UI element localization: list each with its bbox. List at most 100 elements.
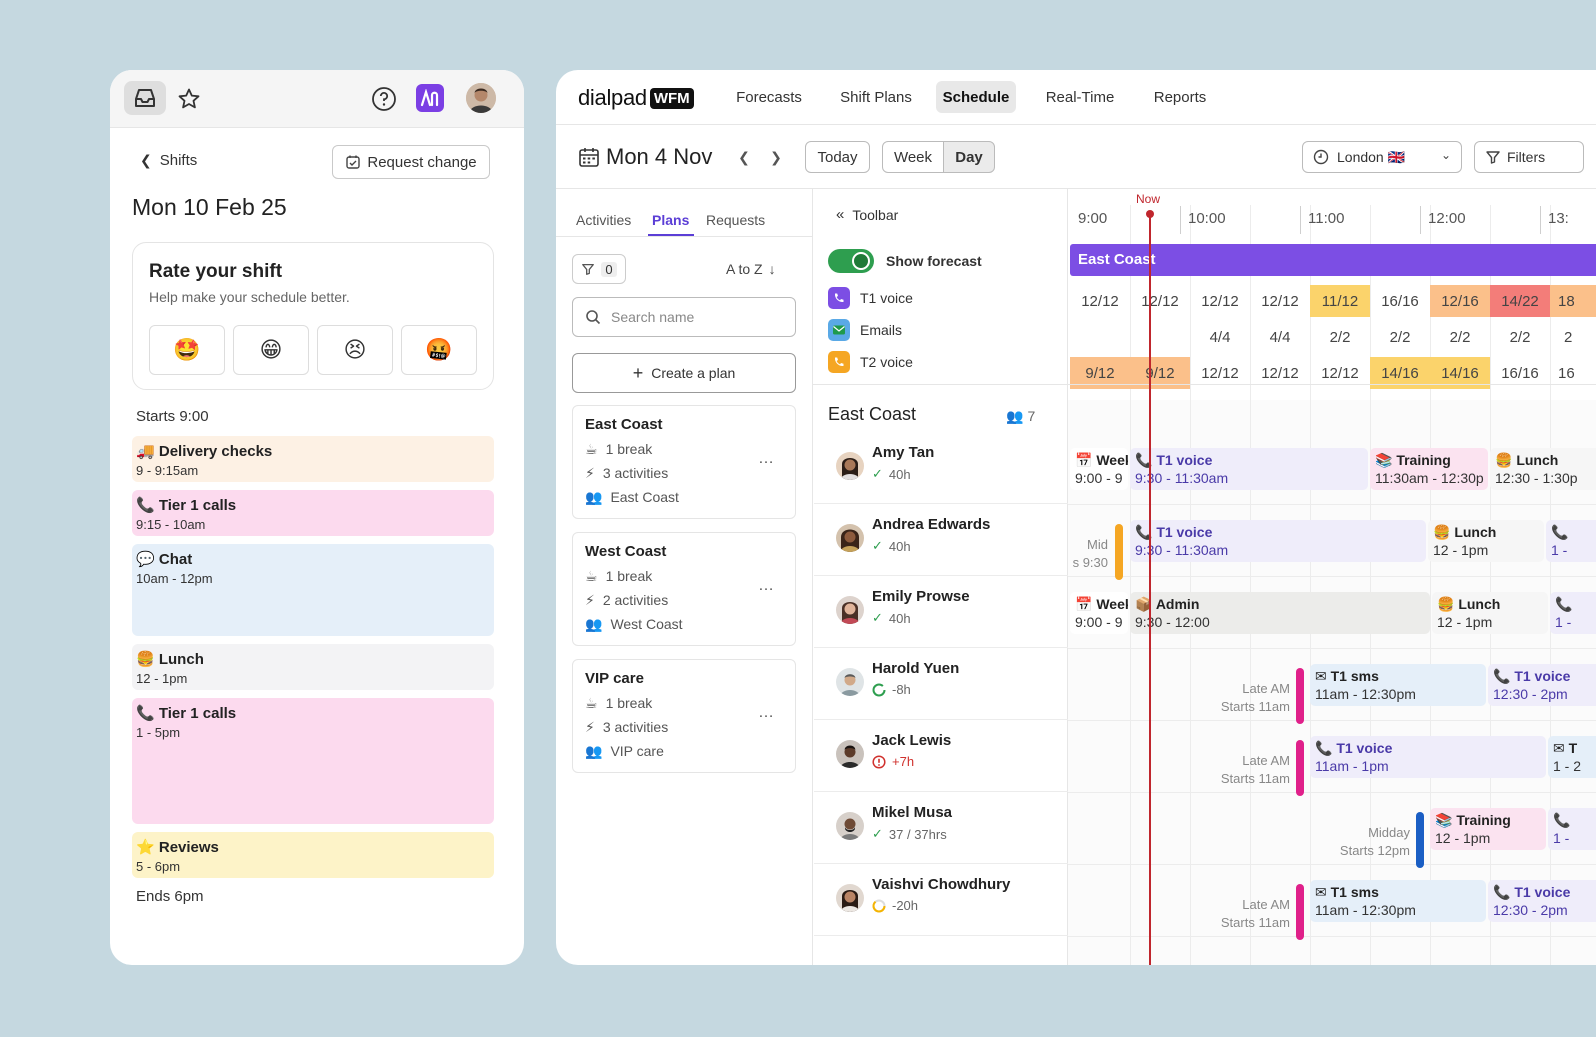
shift-event[interactable]: 📚 Training 11:30am - 12:30p <box>1370 448 1488 490</box>
shift-block[interactable]: 🚚 Delivery checks 9 - 9:15am <box>132 436 494 482</box>
rate-emoji-button[interactable]: 😣 <box>317 325 393 375</box>
employee-row[interactable]: Jack Lewis +7h <box>814 720 1069 792</box>
shift-event[interactable]: 📞 T1 voice 12:30 - 2pm <box>1488 880 1596 922</box>
next-day-icon[interactable]: ❯ <box>770 148 782 165</box>
rate-emoji-button[interactable]: 🤬 <box>401 325 477 375</box>
dialpad-ai-icon[interactable] <box>416 84 444 112</box>
view-day-button[interactable]: Day <box>943 141 995 173</box>
forecast-cell: 12/12 <box>1261 364 1299 382</box>
shift-event[interactable]: 📞 T1 voice 9:30 - 11:30am <box>1130 448 1368 490</box>
shift-event[interactable]: 📦 Admin 9:30 - 12:00 <box>1130 592 1430 634</box>
forecast-toggle[interactable] <box>828 249 874 273</box>
divider <box>1068 384 1596 385</box>
more-icon[interactable]: … <box>758 450 775 467</box>
filters-button[interactable]: Filters <box>1474 141 1584 173</box>
employee-row[interactable]: Mikel Musa ✓ 37 / 37hrs <box>814 792 1069 864</box>
nav-shift-plans[interactable]: Shift Plans <box>840 88 912 106</box>
rate-emoji-button[interactable]: 😁 <box>233 325 309 375</box>
more-icon[interactable]: … <box>758 704 775 721</box>
employee-row[interactable]: Harold Yuen -8h <box>814 648 1069 720</box>
star-icon[interactable] <box>174 84 204 114</box>
shift-event[interactable]: 📞 1 - <box>1548 808 1596 850</box>
timezone-select[interactable]: London 🇬🇧 ⌄ <box>1302 141 1462 173</box>
employee-row[interactable]: Amy Tan ✓ 40h <box>814 432 1069 504</box>
more-icon[interactable]: … <box>758 577 775 594</box>
toolbar-toggle[interactable]: « Toolbar <box>836 206 899 223</box>
shift-event[interactable]: 🍔 Lunch 12:30 - 1:30p <box>1490 448 1596 490</box>
rate-emoji-button[interactable]: 🤩 <box>149 325 225 375</box>
employee-row[interactable]: Andrea Edwards ✓ 40h <box>814 504 1069 576</box>
shift-block[interactable]: ⭐ Reviews 5 - 6pm <box>132 832 494 878</box>
inbox-icon[interactable] <box>124 81 166 115</box>
shift-event[interactable]: 📅 Week9:00 - 9 <box>1070 448 1128 490</box>
shift-event[interactable]: 📞 T1 voice 11am - 1pm <box>1310 736 1546 778</box>
back-to-shifts[interactable]: ❮ Shifts <box>140 152 198 169</box>
search-input[interactable]: Search name <box>572 297 796 337</box>
check-icon: ✓ <box>872 826 883 841</box>
shift-label: Late AM Starts 11am <box>1220 753 1290 786</box>
request-change-button[interactable]: Request change <box>332 145 490 179</box>
hour-label: 12:00 <box>1428 210 1466 227</box>
calendar-edit-icon <box>346 155 361 169</box>
avatar[interactable] <box>466 83 496 113</box>
forecast-cell: 12/12 <box>1081 292 1119 310</box>
divider <box>556 236 812 237</box>
help-icon[interactable] <box>370 85 398 113</box>
shift-event[interactable]: ✉ T1 sms 11am - 12:30pm <box>1310 664 1486 706</box>
sort-select[interactable]: A to Z ↓ <box>726 261 776 277</box>
progress-ring-icon <box>872 683 886 696</box>
shift-block[interactable]: 💬 Chat 10am - 12pm <box>132 544 494 636</box>
bolt-icon: ⚡ <box>585 719 595 735</box>
shift-event[interactable]: 📞 T1 voice 12:30 - 2pm <box>1488 664 1596 706</box>
truck-icon: 🚚 <box>136 443 155 460</box>
shift-event[interactable]: 📚 Training 12 - 1pm <box>1430 808 1546 850</box>
today-button[interactable]: Today <box>805 141 870 173</box>
avatar <box>836 884 864 912</box>
filter-count-button[interactable]: 0 <box>572 254 626 284</box>
create-plan-button[interactable]: + Create a plan <box>572 353 796 393</box>
tab-requests[interactable]: Requests <box>706 212 766 228</box>
shift-block[interactable]: 📞 Tier 1 calls 1 - 5pm <box>132 698 494 824</box>
coffee-icon: ☕ <box>585 441 598 457</box>
forecast-cell: 12/12 <box>1201 364 1239 382</box>
nav-reports[interactable]: Reports <box>1153 88 1207 106</box>
shift-event[interactable]: ✉ T1 sms 11am - 12:30pm <box>1310 880 1486 922</box>
shift-event[interactable]: 📅 Week9:00 - 9 <box>1070 592 1128 634</box>
shift-bar <box>1416 812 1424 868</box>
shift-event[interactable]: 🍔 Lunch 12 - 1pm <box>1428 520 1544 562</box>
brand-logo[interactable]: dialpad WFM <box>578 85 694 111</box>
phone-icon: 📞 <box>136 497 155 514</box>
divider <box>556 188 1596 189</box>
nav-real-time[interactable]: Real-Time <box>1045 88 1115 106</box>
plan-card[interactable]: East Coast ☕ 1 break ⚡ 3 activities 👥 East … <box>572 405 796 519</box>
prev-day-icon[interactable]: ❮ <box>738 148 750 165</box>
employee-row[interactable]: Emily Prowse ✓ 40h <box>814 576 1069 648</box>
plan-card[interactable]: VIP care ☕ 1 break ⚡ 3 activities 👥 VIP car… <box>572 659 796 773</box>
avatar <box>836 524 864 552</box>
shift-event[interactable]: 📞 1 - <box>1546 520 1596 562</box>
shift-event[interactable]: 📞 T1 voice 9:30 - 11:30am <box>1130 520 1426 562</box>
team-member-count: 👥 7 <box>1006 408 1036 424</box>
shift-label: Late AM Starts 11am <box>1220 897 1290 930</box>
email-icon <box>828 319 850 341</box>
divider <box>812 188 813 965</box>
shift-event[interactable]: 📞 1 - <box>1550 592 1596 634</box>
team-banner[interactable]: East Coast <box>1070 244 1596 276</box>
rate-subtitle: Help make your schedule better. <box>149 289 350 305</box>
employee-row[interactable]: Vaishvi Chowdhury -20h <box>814 864 1069 936</box>
shift-event[interactable]: 🍔 Lunch 12 - 1pm <box>1432 592 1548 634</box>
shift-block[interactable]: 🍔 Lunch 12 - 1pm <box>132 644 494 690</box>
shift-block[interactable]: 📞 Tier 1 calls 9:15 - 10am <box>132 490 494 536</box>
tab-plans[interactable]: Plans <box>652 212 690 228</box>
tab-activities[interactable]: Activities <box>576 212 632 228</box>
forecast-cell: 9/12 <box>1070 357 1130 389</box>
clock-icon <box>1313 149 1329 165</box>
plan-card[interactable]: West Coast ☕ 1 break ⚡ 2 activities 👥 West … <box>572 532 796 646</box>
nav-schedule[interactable]: Schedule <box>936 81 1016 113</box>
forecast-cell: 4/4 <box>1209 328 1231 346</box>
nav-forecasts[interactable]: Forecasts <box>736 88 802 106</box>
hour-label: 11:00 <box>1308 210 1345 227</box>
view-week-button[interactable]: Week <box>882 141 944 173</box>
shift-end: Ends 6pm <box>136 888 204 905</box>
